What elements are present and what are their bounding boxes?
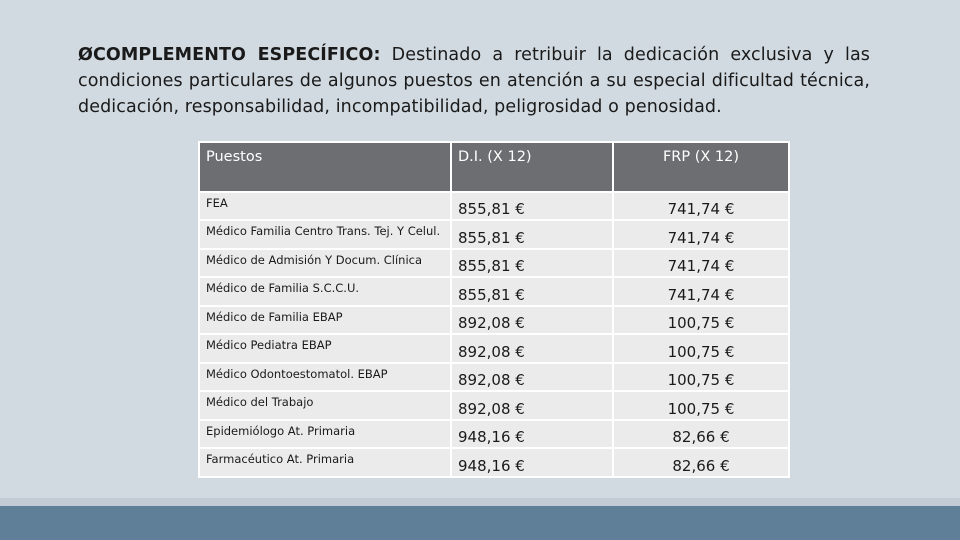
cell-frp: 82,66 € [612, 418, 790, 449]
cell-frp: 741,74 € [612, 191, 790, 221]
cell-frp: 100,75 € [612, 361, 790, 392]
cell-di: 855,81 € [450, 247, 614, 278]
cell-puesto: Médico de Admisión Y Docum. Clínica [198, 247, 452, 278]
table-row: Médico Familia Centro Trans. Tej. Y Celu… [198, 219, 790, 250]
paragraph-body: Destinado a retribuir la dedicación excl… [78, 45, 870, 117]
table-row: Médico Odontoestomatol. EBAP 892,08 € 10… [198, 361, 790, 392]
cell-di: 892,08 € [450, 390, 614, 421]
slide-paragraph: ØCOMPLEMENTO ESPECÍFICO: Destinado a ret… [78, 42, 870, 120]
cell-puesto: Médico del Trabajo [198, 390, 452, 421]
cell-puesto: Epidemiólogo At. Primaria [198, 418, 452, 449]
table-row: Médico de Familia S.C.C.U. 855,81 € 741,… [198, 276, 790, 307]
header-puestos: Puestos [198, 141, 452, 193]
cell-di: 855,81 € [450, 219, 614, 250]
cell-puesto: Farmacéutico At. Primaria [198, 447, 452, 478]
cell-frp: 100,75 € [612, 333, 790, 364]
salary-table: Puestos D.I. (X 12) FRP (X 12) FEA 855,8… [198, 141, 790, 478]
cell-di: 855,81 € [450, 191, 614, 221]
cell-frp: 82,66 € [612, 447, 790, 478]
cell-puesto: Médico Familia Centro Trans. Tej. Y Celu… [198, 219, 452, 250]
cell-puesto: Médico Pediatra EBAP [198, 333, 452, 364]
cell-puesto: Médico Odontoestomatol. EBAP [198, 361, 452, 392]
footer-divider [0, 498, 960, 506]
table-row: Médico de Familia EBAP 892,08 € 100,75 € [198, 304, 790, 335]
cell-di: 855,81 € [450, 276, 614, 307]
table-row: Farmacéutico At. Primaria 948,16 € 82,66… [198, 447, 790, 478]
footer-bar [0, 506, 960, 540]
table-row: Médico del Trabajo 892,08 € 100,75 € [198, 390, 790, 421]
cell-puesto: Médico de Familia EBAP [198, 304, 452, 335]
table-row: Médico de Admisión Y Docum. Clínica 855,… [198, 247, 790, 278]
paragraph-lead: COMPLEMENTO ESPECÍFICO: [92, 45, 381, 65]
header-di: D.I. (X 12) [450, 141, 614, 193]
cell-frp: 100,75 € [612, 304, 790, 335]
cell-di: 948,16 € [450, 447, 614, 478]
table-header-row: Puestos D.I. (X 12) FRP (X 12) [198, 141, 790, 193]
cell-frp: 741,74 € [612, 219, 790, 250]
cell-di: 892,08 € [450, 361, 614, 392]
table-row: FEA 855,81 € 741,74 € [198, 191, 790, 221]
cell-di: 892,08 € [450, 304, 614, 335]
table-row: Epidemiólogo At. Primaria 948,16 € 82,66… [198, 418, 790, 449]
cell-di: 892,08 € [450, 333, 614, 364]
bullet-arrow-icon: Ø [78, 45, 93, 65]
cell-frp: 100,75 € [612, 390, 790, 421]
cell-frp: 741,74 € [612, 247, 790, 278]
cell-puesto: FEA [198, 191, 452, 221]
cell-puesto: Médico de Familia S.C.C.U. [198, 276, 452, 307]
cell-di: 948,16 € [450, 418, 614, 449]
cell-frp: 741,74 € [612, 276, 790, 307]
header-frp: FRP (X 12) [612, 141, 790, 193]
table-row: Médico Pediatra EBAP 892,08 € 100,75 € [198, 333, 790, 364]
